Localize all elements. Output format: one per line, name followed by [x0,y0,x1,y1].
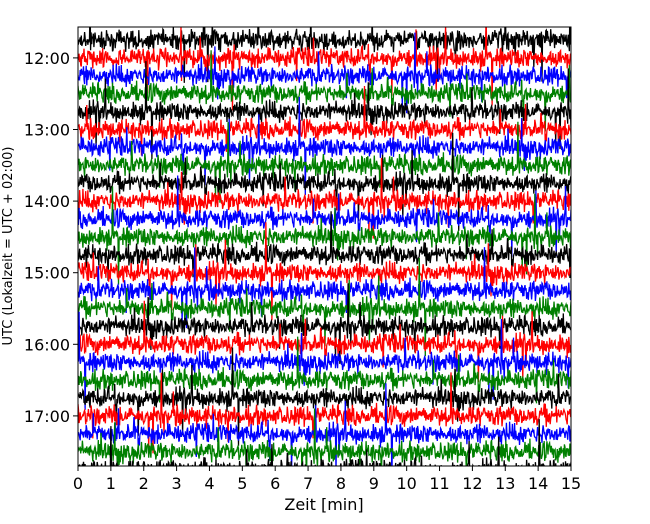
x-tick-label: 13 [495,474,515,493]
trace-1345 [78,132,571,231]
x-tick-label: 12 [462,474,482,493]
x-tick-label: 5 [237,474,247,493]
trace-1245 [78,61,571,160]
x-axis-label: Zeit [min] [284,495,363,514]
trace-1630 [78,336,571,404]
x-axis: 0 1 2 3 4 5 6 7 8 9 10 11 12 13 14 15 [73,466,581,493]
y-tick-label: 14:00 [24,192,70,211]
trace-1430 [78,186,571,285]
trace-1145 [78,27,571,83]
trace-1400 [78,157,571,239]
trace-1300 [78,85,571,156]
y-tick-label: 17:00 [24,407,70,426]
trace-1200 [78,27,571,111]
trace-1215 [78,32,571,114]
x-tick-label: 15 [561,474,581,493]
trace-1645 [78,347,571,446]
seismogram-traces [78,27,571,466]
trace-1415 [78,175,571,257]
y-tick-label: 15:00 [24,264,70,283]
x-tick-label: 6 [270,474,280,493]
trace-1500 [78,222,571,321]
y-tick-label: 16:00 [24,335,70,354]
trace-1600 [78,300,571,383]
trace-1730 [78,408,571,466]
trace-1515 [78,247,571,329]
trace-1545 [78,283,571,364]
y-tick-label: 13:00 [24,121,70,140]
x-tick-label: 11 [429,474,449,493]
trace-1715 [78,383,571,466]
trace-1700 [78,372,571,454]
x-tick-label: 3 [172,474,182,493]
x-tick-label: 7 [303,474,313,493]
y-axis: 12:00 13:00 14:00 15:00 16:00 17:00 [24,49,78,426]
x-tick-label: 8 [336,474,346,493]
trace-1315 [78,96,571,196]
x-tick-label: 4 [204,474,214,493]
x-tick-label: 9 [369,474,379,493]
x-tick-label: 2 [139,474,149,493]
trace-1530 [78,257,571,357]
x-tick-label: 14 [528,474,548,493]
trace-1230 [78,50,571,132]
x-tick-label: 0 [73,474,83,493]
trace-1745 [78,419,571,466]
plot-frame [77,26,572,467]
y-tick-label: 12:00 [24,49,70,68]
x-tick-label: 10 [396,474,416,493]
y-axis-label: UTC (Lokalzeit = UTC + 02:00) [1,147,16,346]
x-tick-label: 1 [106,474,116,493]
